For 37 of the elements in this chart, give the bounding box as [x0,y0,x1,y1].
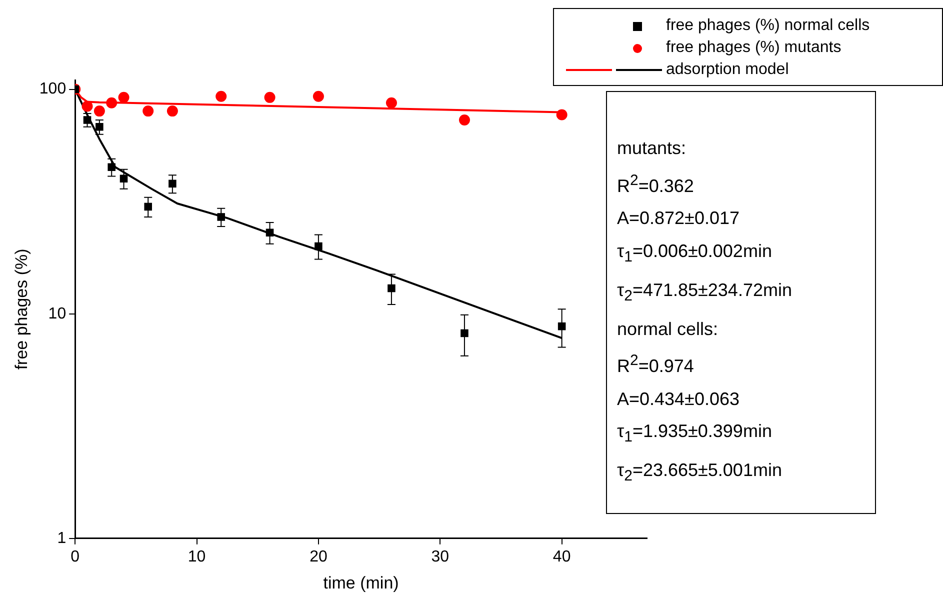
legend-label: adsorption model [666,61,790,79]
annotation: τ$_{1}$=1.935±0.399min [617,420,773,448]
x-tick-label: 40 [552,548,571,566]
point [142,106,154,117]
point [166,106,178,117]
annotation: τ$_{1}$=0.006±0.002min [617,240,773,268]
x-axis-title: time (min) [323,573,399,592]
annotation: R$^{2}$=0.362 [617,170,695,198]
annotation: R$^{2}$=0.974 [617,351,695,378]
y-tick-label: 100 [39,80,66,98]
annotation: mutants: [617,137,688,160]
annotation: normal cells: [617,318,720,341]
legend-label: free phages (%) mutants [666,39,842,57]
point [458,114,470,126]
point [96,123,104,131]
annotation: A=0.434±0.063 [617,388,740,411]
annotation: τ$_{2}$=23.665±5.001min [617,459,783,487]
x-tick-label: 10 [188,548,206,566]
point [94,106,105,117]
point [264,92,276,103]
point [106,97,118,108]
y-tick-label: 10 [48,305,66,322]
x-tick-label: 30 [431,548,450,566]
annotation: A=0.872±0.017 [617,207,740,230]
point [82,100,93,112]
point [386,97,397,108]
point [556,109,568,120]
point [216,90,227,102]
y-axis-title: free phages (%) [12,248,31,370]
point [118,92,130,103]
x-tick-label: 0 [70,548,80,566]
x-tick-label: 20 [310,548,328,566]
annotation: τ$_{2}$=471.85±234.72min [617,278,793,306]
point [312,90,324,102]
y-tick-label: 1 [57,530,66,547]
point [217,213,226,221]
legend-label: free phages (%) normal cells [666,17,871,35]
